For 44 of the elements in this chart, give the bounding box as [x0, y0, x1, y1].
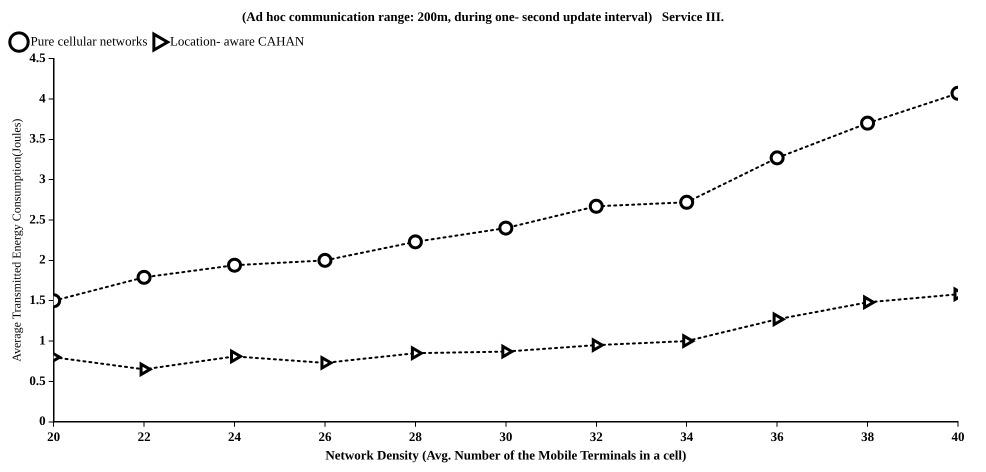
legend-label: Location- aware CAHAN: [170, 34, 305, 49]
y-tick-label: 3: [39, 171, 46, 186]
point: [136, 270, 152, 285]
y-tick-label: 4.5: [29, 50, 46, 65]
x-tick-label: 26: [318, 428, 332, 444]
y-tick-label: 2.5: [29, 211, 46, 226]
point: [410, 346, 423, 360]
x-tick-label: 34: [680, 428, 694, 444]
point: [320, 356, 332, 370]
y-tick-label: 4: [39, 90, 46, 106]
point: [592, 338, 604, 352]
x-tick-label: 32: [590, 428, 603, 444]
point: [682, 334, 694, 348]
point: [140, 362, 152, 376]
y-tick-label: 0: [39, 413, 46, 428]
point: [679, 194, 694, 210]
x-tick-label: 30: [499, 428, 512, 444]
point: [227, 258, 242, 273]
x-tick-label: 38: [861, 428, 875, 444]
point: [770, 150, 785, 166]
point: [501, 344, 514, 358]
x-axis-title: Network Density (Avg. Number of the Mobile Terminals in a cell): [325, 448, 686, 463]
y-tick-label: 1.5: [29, 292, 46, 308]
point: [230, 350, 242, 364]
x-tick-label: 36: [770, 428, 784, 444]
legend-label: Pure cellular networks: [30, 34, 148, 49]
point: [498, 220, 514, 236]
y-tick-label: 1: [39, 332, 46, 348]
y-tick-label: 3.5: [29, 130, 46, 146]
point: [317, 252, 332, 268]
point: [860, 116, 876, 131]
y-tick-label: 0.5: [29, 372, 46, 388]
x-tick-label: 24: [228, 428, 242, 444]
x-tick-label: 20: [47, 428, 60, 444]
point: [863, 296, 876, 310]
chart-title: (Ad hoc communication range: 200m, during one- second update interval) Service III.: [242, 9, 724, 24]
y-axis-title: Average Transmitted Energy Consumption(Joules): [9, 118, 24, 362]
x-tick-label: 40: [952, 428, 964, 444]
point: [408, 234, 423, 250]
x-tick-label: 28: [408, 428, 422, 444]
point: [772, 312, 785, 326]
y-tick-label: 2: [39, 252, 46, 267]
point: [588, 198, 604, 214]
x-tick-label: 22: [138, 428, 151, 444]
